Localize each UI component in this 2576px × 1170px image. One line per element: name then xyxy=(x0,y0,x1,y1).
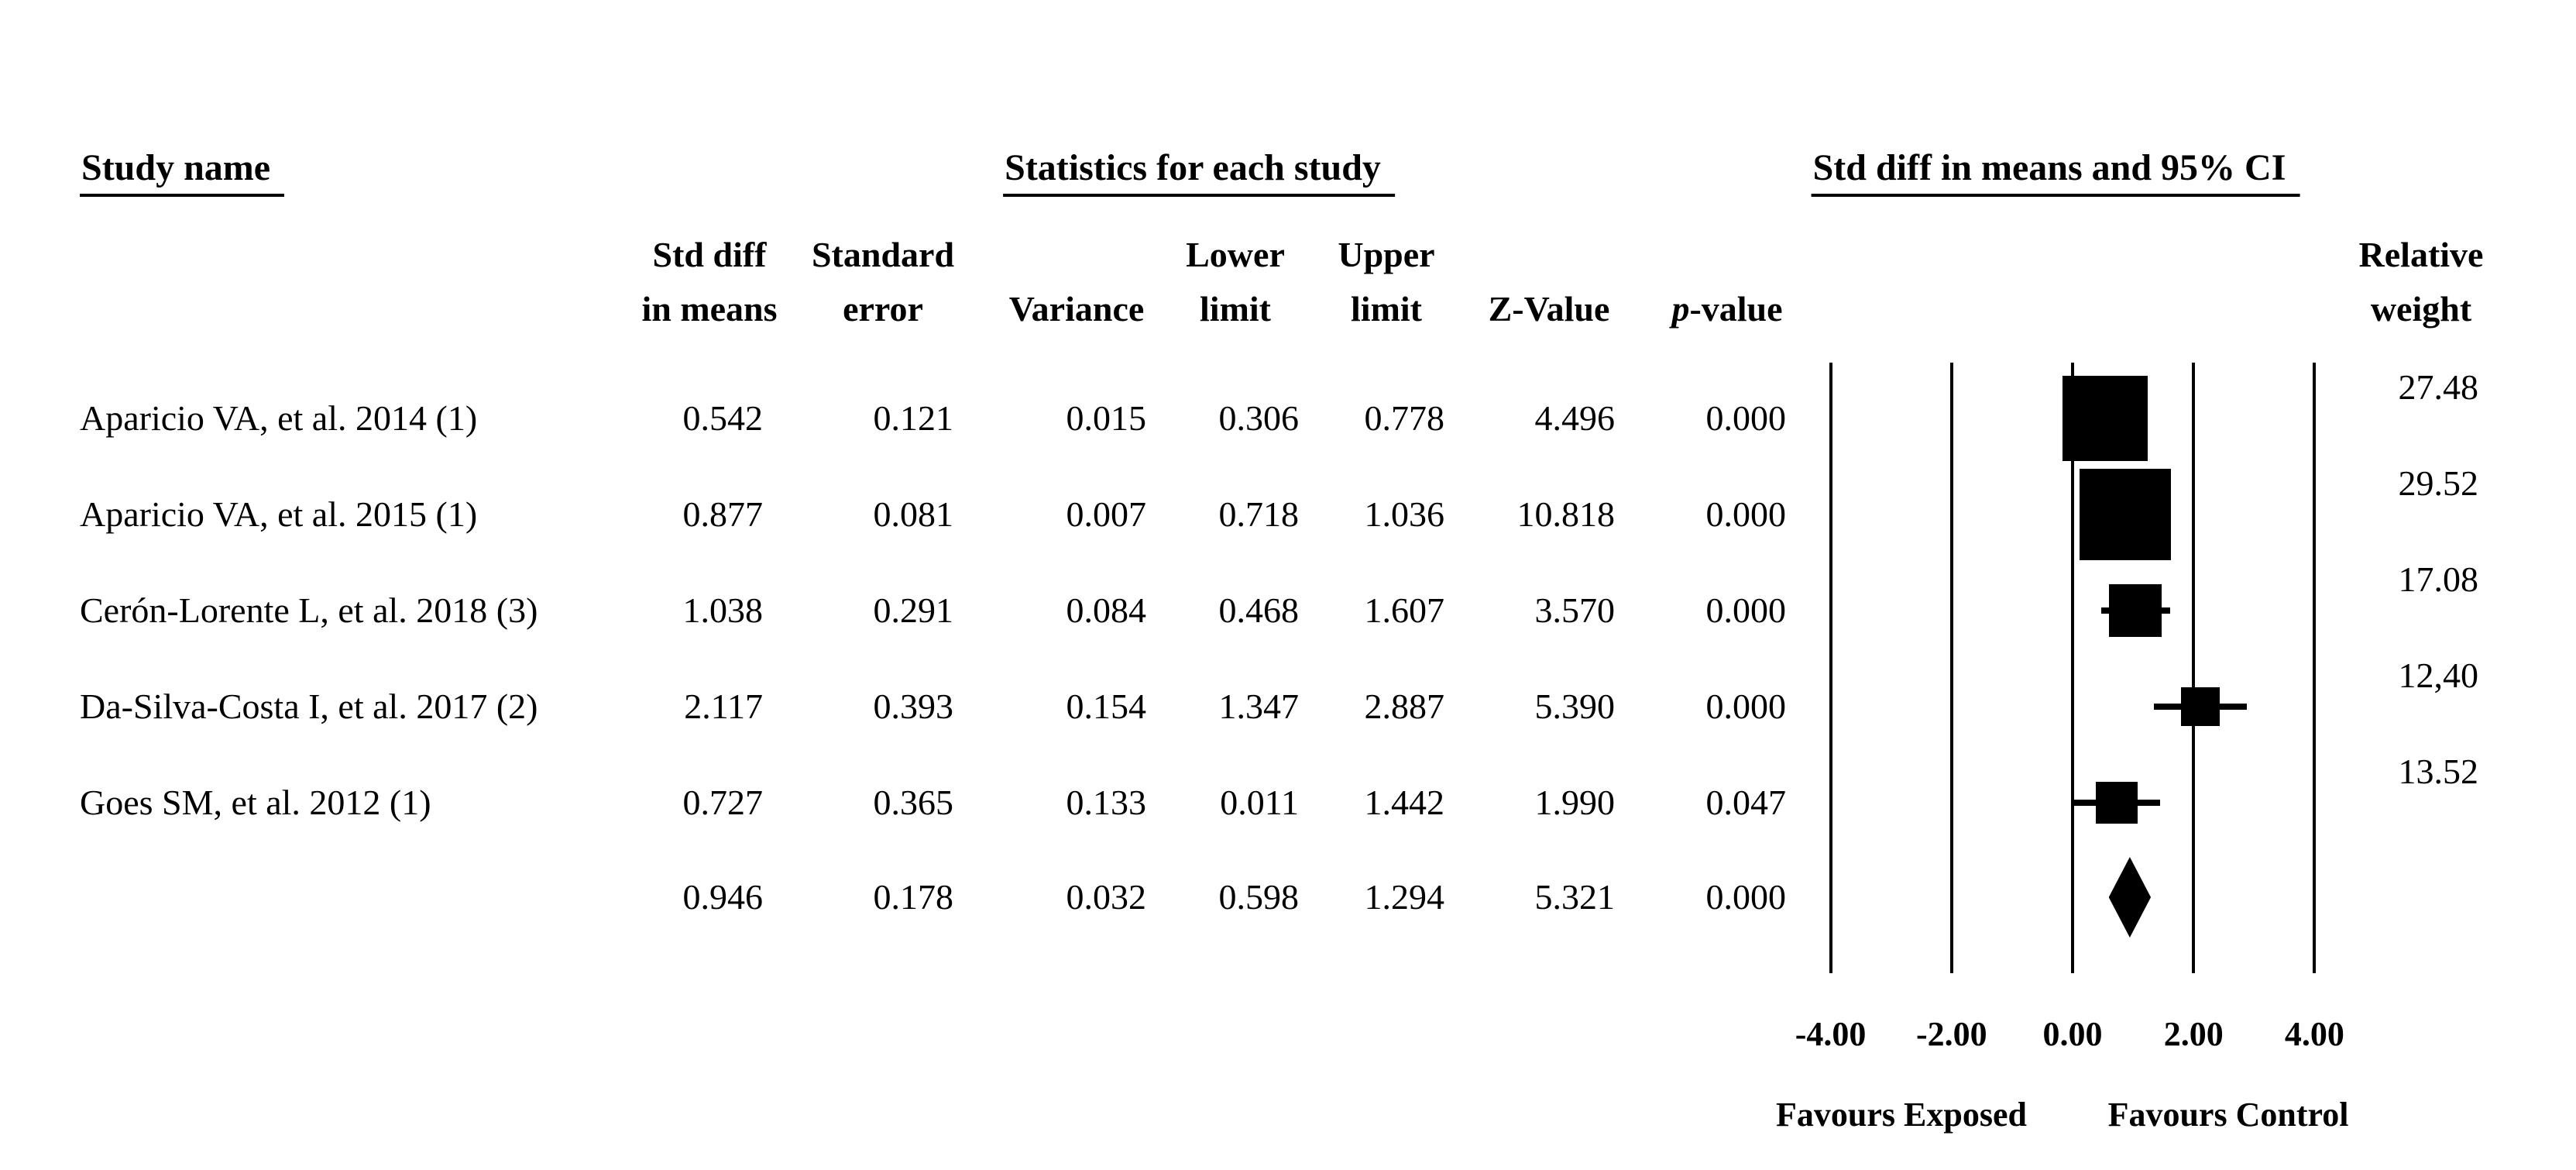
stat-value-variance: 0.007 xyxy=(1066,494,1147,534)
gridline xyxy=(1949,363,1953,973)
study-name-label: Aparicio VA, et al. 2015 (1) xyxy=(80,494,478,534)
axis-tick-label: -4.00 xyxy=(1795,1015,1867,1053)
stat-value-lower_limit: 0.306 xyxy=(1218,398,1300,438)
effect-square xyxy=(2181,687,2221,726)
stat-value-upper_limit: 1.607 xyxy=(1364,590,1445,630)
col-header-lower_limit-line2: limit xyxy=(1200,289,1271,329)
stat-value-std_diff: 2.117 xyxy=(684,687,763,726)
stat-value-standard_error: 0.081 xyxy=(873,494,954,534)
stat-value-p_value: 0.000 xyxy=(1705,590,1787,630)
stat-value-z_value: 5.390 xyxy=(1534,687,1616,726)
summary-stat-value-z_value: 5.321 xyxy=(1534,877,1616,917)
axis-tick-label: 0.00 xyxy=(2042,1015,2103,1053)
stat-value-lower_limit: 0.718 xyxy=(1218,494,1300,534)
stat-value-z_value: 10.818 xyxy=(1516,494,1616,534)
study-name-label: Cerón-Lorente L, et al. 2018 (3) xyxy=(80,590,538,630)
axis-tick-label: 2.00 xyxy=(2163,1015,2224,1053)
stat-value-std_diff: 0.542 xyxy=(682,398,764,438)
stat-value-std_diff: 0.727 xyxy=(682,783,764,822)
stat-value-variance: 0.084 xyxy=(1066,590,1147,630)
effect-square xyxy=(2109,584,2162,637)
gridline xyxy=(2313,363,2317,973)
relative-weight-value: 27.48 xyxy=(2398,367,2479,407)
stat-value-lower_limit: 0.011 xyxy=(1220,783,1299,822)
stat-value-upper_limit: 1.442 xyxy=(1364,783,1445,822)
stat-value-variance: 0.133 xyxy=(1066,783,1147,822)
relative-weight-value: 13.52 xyxy=(2398,752,2479,791)
effect-square xyxy=(2063,376,2148,461)
col-header-z_value-line2: Z-Value xyxy=(1488,289,1610,329)
gridline xyxy=(2192,363,2196,973)
stat-value-upper_limit: 2.887 xyxy=(1364,687,1445,726)
col-header-upper_limit-line2: limit xyxy=(1351,289,1422,329)
stat-value-z_value: 3.570 xyxy=(1534,590,1616,630)
effect-square xyxy=(2080,469,2172,560)
gridline xyxy=(2071,363,2074,973)
stat-value-z_value: 1.990 xyxy=(1534,783,1616,822)
summary-diamond xyxy=(2108,857,2152,938)
stat-value-lower_limit: 1.347 xyxy=(1218,687,1300,726)
stat-value-standard_error: 0.393 xyxy=(873,687,954,726)
stat-value-std_diff: 1.038 xyxy=(682,590,764,630)
summary-stat-value-lower_limit: 0.598 xyxy=(1218,877,1300,917)
relative-weight-value: 29.52 xyxy=(2398,463,2479,503)
ci-header: Std diff in means and 95% CI xyxy=(1811,146,2300,197)
stat-value-p_value: 0.047 xyxy=(1705,783,1787,822)
gridline xyxy=(1829,363,1832,973)
col-header-p_value-line2: p-value xyxy=(1671,289,1783,329)
summary-stat-value-upper_limit: 1.294 xyxy=(1364,877,1445,917)
summary-stat-value-p_value: 0.000 xyxy=(1705,877,1787,917)
stat-value-standard_error: 0.121 xyxy=(873,398,954,438)
col-header-lower_limit-line1: Lower xyxy=(1186,235,1285,274)
effect-square xyxy=(2095,782,2138,824)
study-name-label: Aparicio VA, et al. 2014 (1) xyxy=(80,398,478,438)
stat-value-p_value: 0.000 xyxy=(1705,494,1787,534)
stat-value-variance: 0.015 xyxy=(1066,398,1147,438)
stat-value-p_value: 0.000 xyxy=(1705,687,1787,726)
stat-value-variance: 0.154 xyxy=(1066,687,1147,726)
stat-value-p_value: 0.000 xyxy=(1705,398,1787,438)
axis-tick-label: 4.00 xyxy=(2284,1015,2344,1053)
relative-weight-value: 12,40 xyxy=(2398,656,2479,695)
study-name-header: Study name xyxy=(80,146,285,197)
col-header-standard_error-line2: error xyxy=(843,289,923,329)
stat-value-standard_error: 0.365 xyxy=(873,783,954,822)
study-name-label: Goes SM, et al. 2012 (1) xyxy=(80,783,431,822)
col-header-upper_limit-line1: Upper xyxy=(1338,235,1435,274)
col-header-relative-line1: Relative xyxy=(2358,235,2484,274)
favours-exposed-label: Favours Exposed xyxy=(1776,1096,2027,1134)
stat-value-upper_limit: 1.036 xyxy=(1364,494,1445,534)
col-header-std_diff-line1: Std diff xyxy=(652,235,767,274)
relative-weight-value: 17.08 xyxy=(2398,559,2479,599)
stat-value-lower_limit: 0.468 xyxy=(1218,590,1300,630)
axis-tick-label: -2.00 xyxy=(1915,1015,1987,1053)
statistics-header: Statistics for each study xyxy=(1003,146,1395,197)
col-header-variance-line2: Variance xyxy=(1008,289,1145,329)
study-name-label: Da-Silva-Costa I, et al. 2017 (2) xyxy=(80,687,538,726)
summary-stat-value-variance: 0.032 xyxy=(1066,877,1147,917)
summary-stat-value-standard_error: 0.178 xyxy=(873,877,954,917)
summary-stat-value-std_diff: 0.946 xyxy=(682,877,764,917)
stat-value-z_value: 4.496 xyxy=(1534,398,1616,438)
favours-control-label: Favours Control xyxy=(2107,1096,2349,1134)
stat-value-std_diff: 0.877 xyxy=(682,494,764,534)
col-header-standard_error-line1: Standard xyxy=(811,235,955,274)
col-header-std_diff-line2: in means xyxy=(641,289,778,329)
stat-value-upper_limit: 0.778 xyxy=(1364,398,1445,438)
col-header-relative-line2: weight xyxy=(2370,289,2472,329)
stat-value-standard_error: 0.291 xyxy=(873,590,954,630)
